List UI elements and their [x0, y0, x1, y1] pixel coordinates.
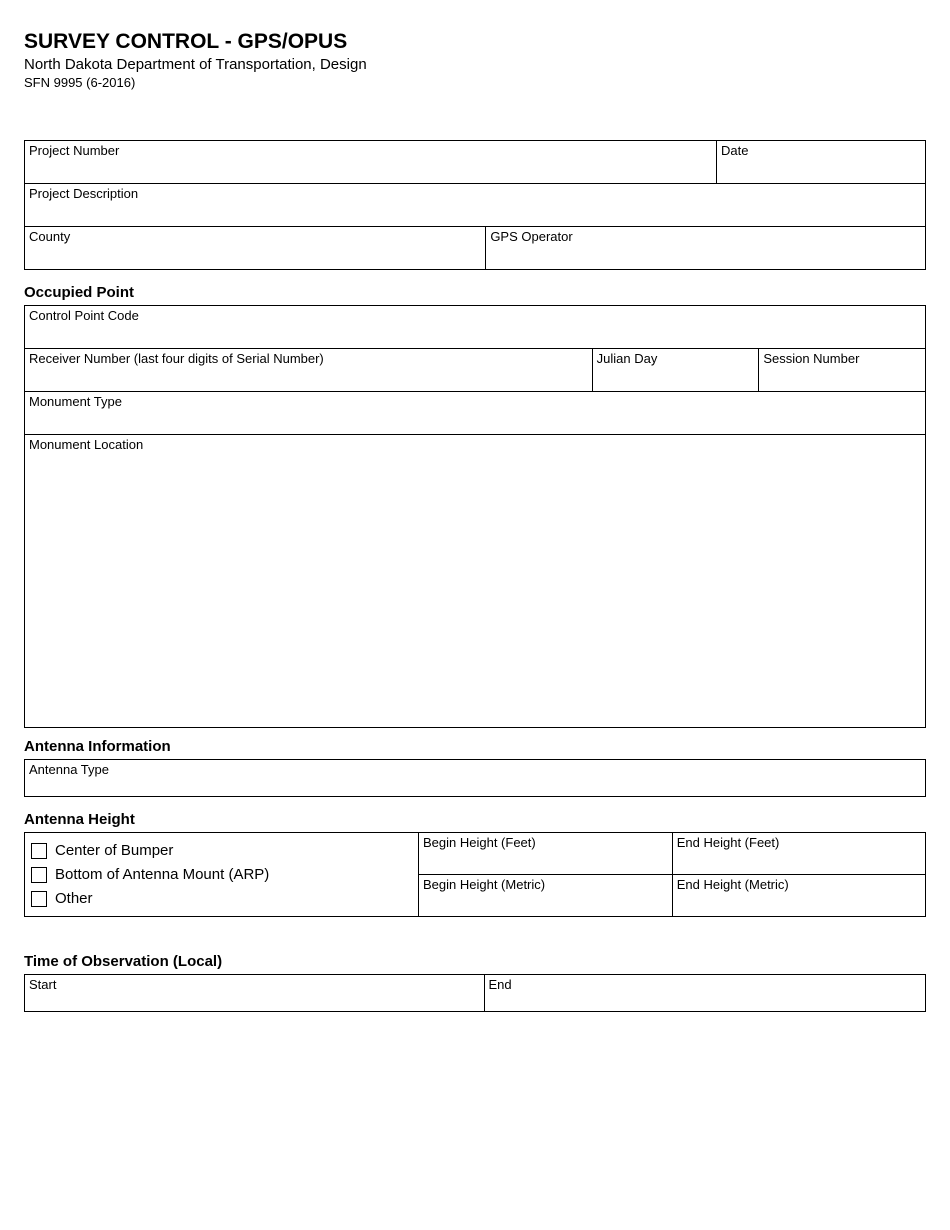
end-height-feet-cell[interactable]: End Height (Feet)	[672, 833, 925, 875]
gps-operator-cell[interactable]: GPS Operator	[486, 227, 926, 270]
end-height-metric-label: End Height (Metric)	[677, 877, 921, 894]
monument-type-label: Monument Type	[29, 394, 921, 411]
julian-day-label: Julian Day	[597, 351, 755, 368]
receiver-number-cell[interactable]: Receiver Number (last four digits of Ser…	[25, 349, 593, 392]
date-cell[interactable]: Date	[717, 141, 926, 184]
antenna-information-heading: Antenna Information	[24, 738, 926, 755]
antenna-type-label: Antenna Type	[29, 762, 921, 779]
time-of-observation-table: Start End	[24, 974, 926, 1012]
gps-operator-label: GPS Operator	[490, 229, 921, 246]
antenna-height-options: Center of Bumper Bottom of Antenna Mount…	[24, 832, 419, 917]
project-description-cell[interactable]: Project Description	[25, 184, 926, 227]
end-time-cell[interactable]: End	[484, 975, 926, 1012]
monument-type-cell[interactable]: Monument Type	[25, 392, 926, 435]
checkbox-label: Bottom of Antenna Mount (ARP)	[55, 864, 269, 885]
checkbox-other[interactable]: Other	[31, 888, 412, 909]
checkbox-bottom-of-antenna[interactable]: Bottom of Antenna Mount (ARP)	[31, 864, 412, 885]
receiver-number-label: Receiver Number (last four digits of Ser…	[29, 351, 588, 368]
begin-height-metric-label: Begin Height (Metric)	[423, 877, 668, 894]
start-time-label: Start	[29, 977, 480, 994]
occupied-point-table: Control Point Code Receiver Number (last…	[24, 305, 926, 728]
antenna-information-table: Antenna Type	[24, 759, 926, 797]
checkbox-label: Other	[55, 888, 93, 909]
end-time-label: End	[489, 977, 922, 994]
project-number-label: Project Number	[29, 143, 712, 160]
antenna-type-cell[interactable]: Antenna Type	[25, 760, 926, 797]
session-number-cell[interactable]: Session Number	[759, 349, 926, 392]
julian-day-cell[interactable]: Julian Day	[592, 349, 759, 392]
checkbox-icon	[31, 867, 47, 883]
begin-height-feet-cell[interactable]: Begin Height (Feet)	[419, 833, 672, 875]
antenna-height-block: Center of Bumper Bottom of Antenna Mount…	[24, 832, 926, 917]
time-of-observation-heading: Time of Observation (Local)	[24, 953, 926, 970]
occupied-point-heading: Occupied Point	[24, 284, 926, 301]
page-subtitle: North Dakota Department of Transportatio…	[24, 56, 926, 73]
end-height-metric-cell[interactable]: End Height (Metric)	[672, 875, 925, 917]
start-time-cell[interactable]: Start	[25, 975, 485, 1012]
end-height-feet-label: End Height (Feet)	[677, 835, 921, 852]
county-cell[interactable]: County	[25, 227, 486, 270]
project-table: Project Number Date Project Description …	[24, 140, 926, 270]
date-label: Date	[721, 143, 921, 160]
monument-location-label: Monument Location	[29, 437, 921, 454]
checkbox-center-of-bumper[interactable]: Center of Bumper	[31, 840, 412, 861]
antenna-height-heading: Antenna Height	[24, 811, 926, 828]
control-point-code-label: Control Point Code	[29, 308, 921, 325]
antenna-height-values: Begin Height (Feet) End Height (Feet) Be…	[419, 832, 926, 917]
project-number-cell[interactable]: Project Number	[25, 141, 717, 184]
checkbox-label: Center of Bumper	[55, 840, 173, 861]
project-description-label: Project Description	[29, 186, 921, 203]
county-label: County	[29, 229, 481, 246]
session-number-label: Session Number	[763, 351, 921, 368]
form-number: SFN 9995 (6-2016)	[24, 75, 926, 90]
begin-height-metric-cell[interactable]: Begin Height (Metric)	[419, 875, 672, 917]
checkbox-icon	[31, 843, 47, 859]
page-title: SURVEY CONTROL - GPS/OPUS	[24, 30, 926, 54]
checkbox-icon	[31, 891, 47, 907]
monument-location-cell[interactable]: Monument Location	[25, 435, 926, 728]
begin-height-feet-label: Begin Height (Feet)	[423, 835, 668, 852]
control-point-code-cell[interactable]: Control Point Code	[25, 306, 926, 349]
page: SURVEY CONTROL - GPS/OPUS North Dakota D…	[0, 0, 950, 1230]
